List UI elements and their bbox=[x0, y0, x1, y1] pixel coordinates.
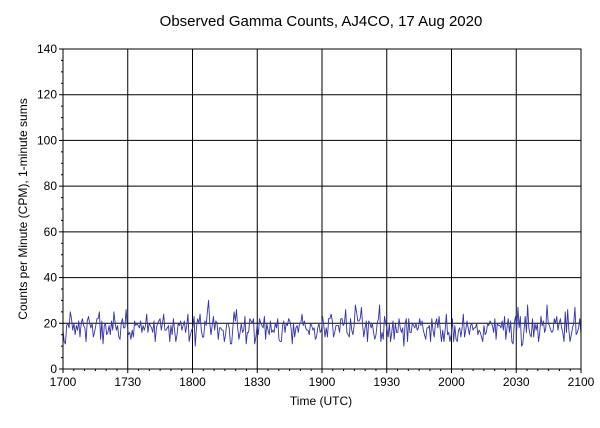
x-tick-label: 1730 bbox=[114, 375, 141, 389]
grid bbox=[63, 49, 581, 369]
x-axis: 1700 1730 1800 1830 1900 1930 2000 2030 2100 bbox=[50, 369, 595, 389]
y-axis-label: Counts per Minute (CPM), 1-minute sums bbox=[16, 98, 30, 319]
x-tick-label: 1800 bbox=[179, 375, 206, 389]
y-tick-label: 60 bbox=[44, 225, 58, 239]
y-tick-label: 40 bbox=[44, 271, 58, 285]
x-tick-label: 1700 bbox=[50, 375, 77, 389]
x-tick-label: 2000 bbox=[438, 375, 465, 389]
y-tick-label: 20 bbox=[44, 316, 58, 330]
chart-title: Observed Gamma Counts, AJ4CO, 17 Aug 202… bbox=[160, 13, 483, 30]
x-tick-label: 1930 bbox=[373, 375, 400, 389]
x-tick-label: 1900 bbox=[309, 375, 336, 389]
x-tick-label: 2030 bbox=[503, 375, 530, 389]
x-tick-label: 2100 bbox=[568, 375, 595, 389]
y-tick-label: 100 bbox=[37, 133, 57, 147]
y-tick-label: 120 bbox=[37, 88, 57, 102]
y-tick-label: 0 bbox=[50, 362, 57, 376]
y-axis: 0 20 40 60 80 100 120 140 bbox=[37, 42, 63, 376]
y-tick-label: 140 bbox=[37, 42, 57, 56]
x-tick-label: 1830 bbox=[244, 375, 271, 389]
x-axis-label: Time (UTC) bbox=[290, 394, 352, 408]
series-line bbox=[62, 299, 582, 347]
y-tick-label: 80 bbox=[44, 179, 58, 193]
series-layer bbox=[62, 299, 582, 347]
